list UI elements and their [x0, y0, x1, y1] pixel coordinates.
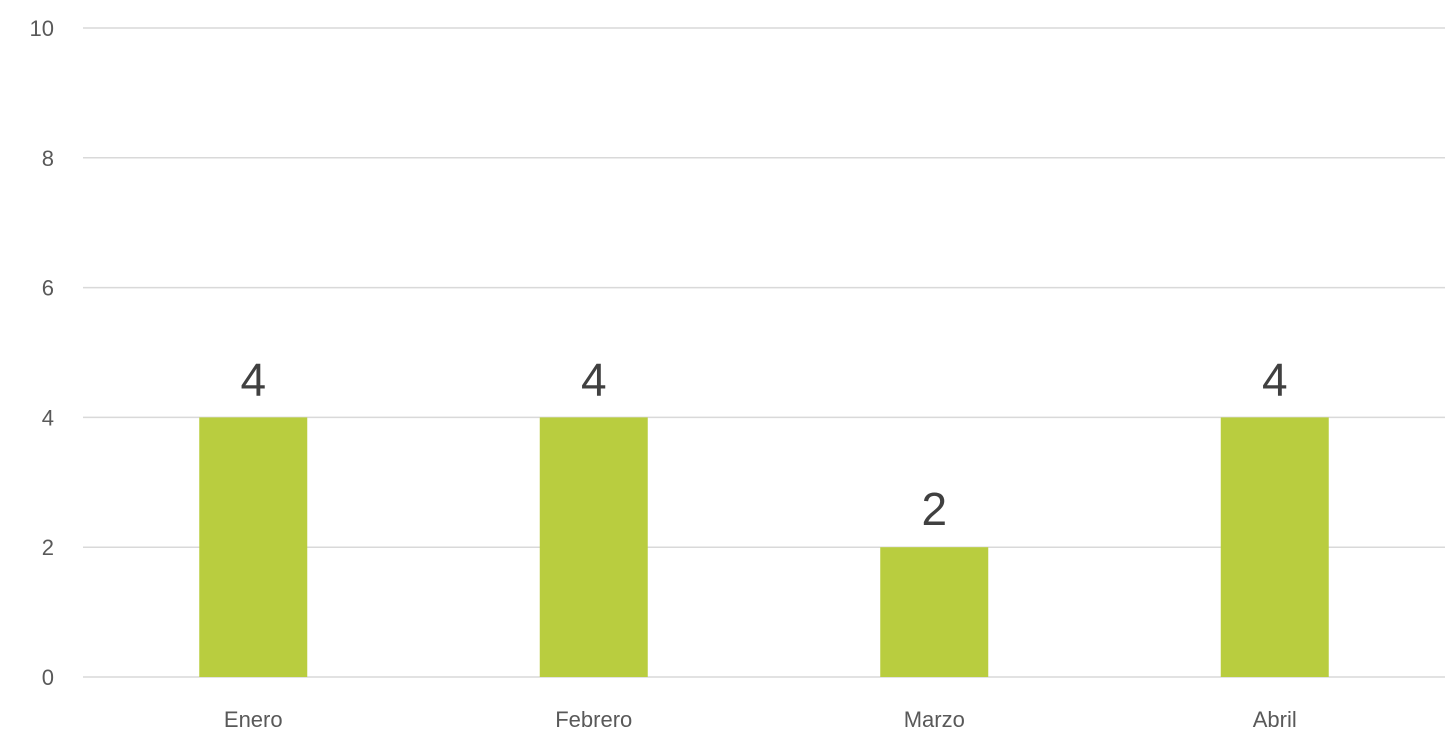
bars — [199, 417, 1329, 677]
data-label: 4 — [240, 353, 266, 405]
y-tick-label: 2 — [42, 535, 54, 560]
bar-abril — [1220, 417, 1329, 677]
data-label: 4 — [1262, 353, 1288, 405]
y-tick-label: 10 — [30, 16, 54, 41]
x-axis-ticks: Enero Febrero Marzo Abril — [224, 707, 1297, 729]
data-labels: 4 4 2 4 — [240, 353, 1287, 535]
bar-enero — [199, 417, 308, 677]
bar-febrero — [539, 417, 648, 677]
y-tick-label: 6 — [42, 276, 54, 301]
x-tick-label: Febrero — [555, 707, 632, 729]
data-label: 2 — [921, 483, 947, 535]
x-tick-label: Abril — [1253, 707, 1297, 729]
gridlines — [83, 27, 1445, 678]
x-tick-label: Marzo — [904, 707, 965, 729]
y-axis-ticks: 0 2 4 6 8 10 — [30, 16, 54, 690]
data-label: 4 — [581, 353, 607, 405]
y-tick-label: 0 — [42, 665, 54, 690]
x-tick-label: Enero — [224, 707, 283, 729]
bar-marzo — [880, 547, 989, 677]
y-tick-label: 4 — [42, 405, 54, 430]
y-tick-label: 8 — [42, 146, 54, 171]
